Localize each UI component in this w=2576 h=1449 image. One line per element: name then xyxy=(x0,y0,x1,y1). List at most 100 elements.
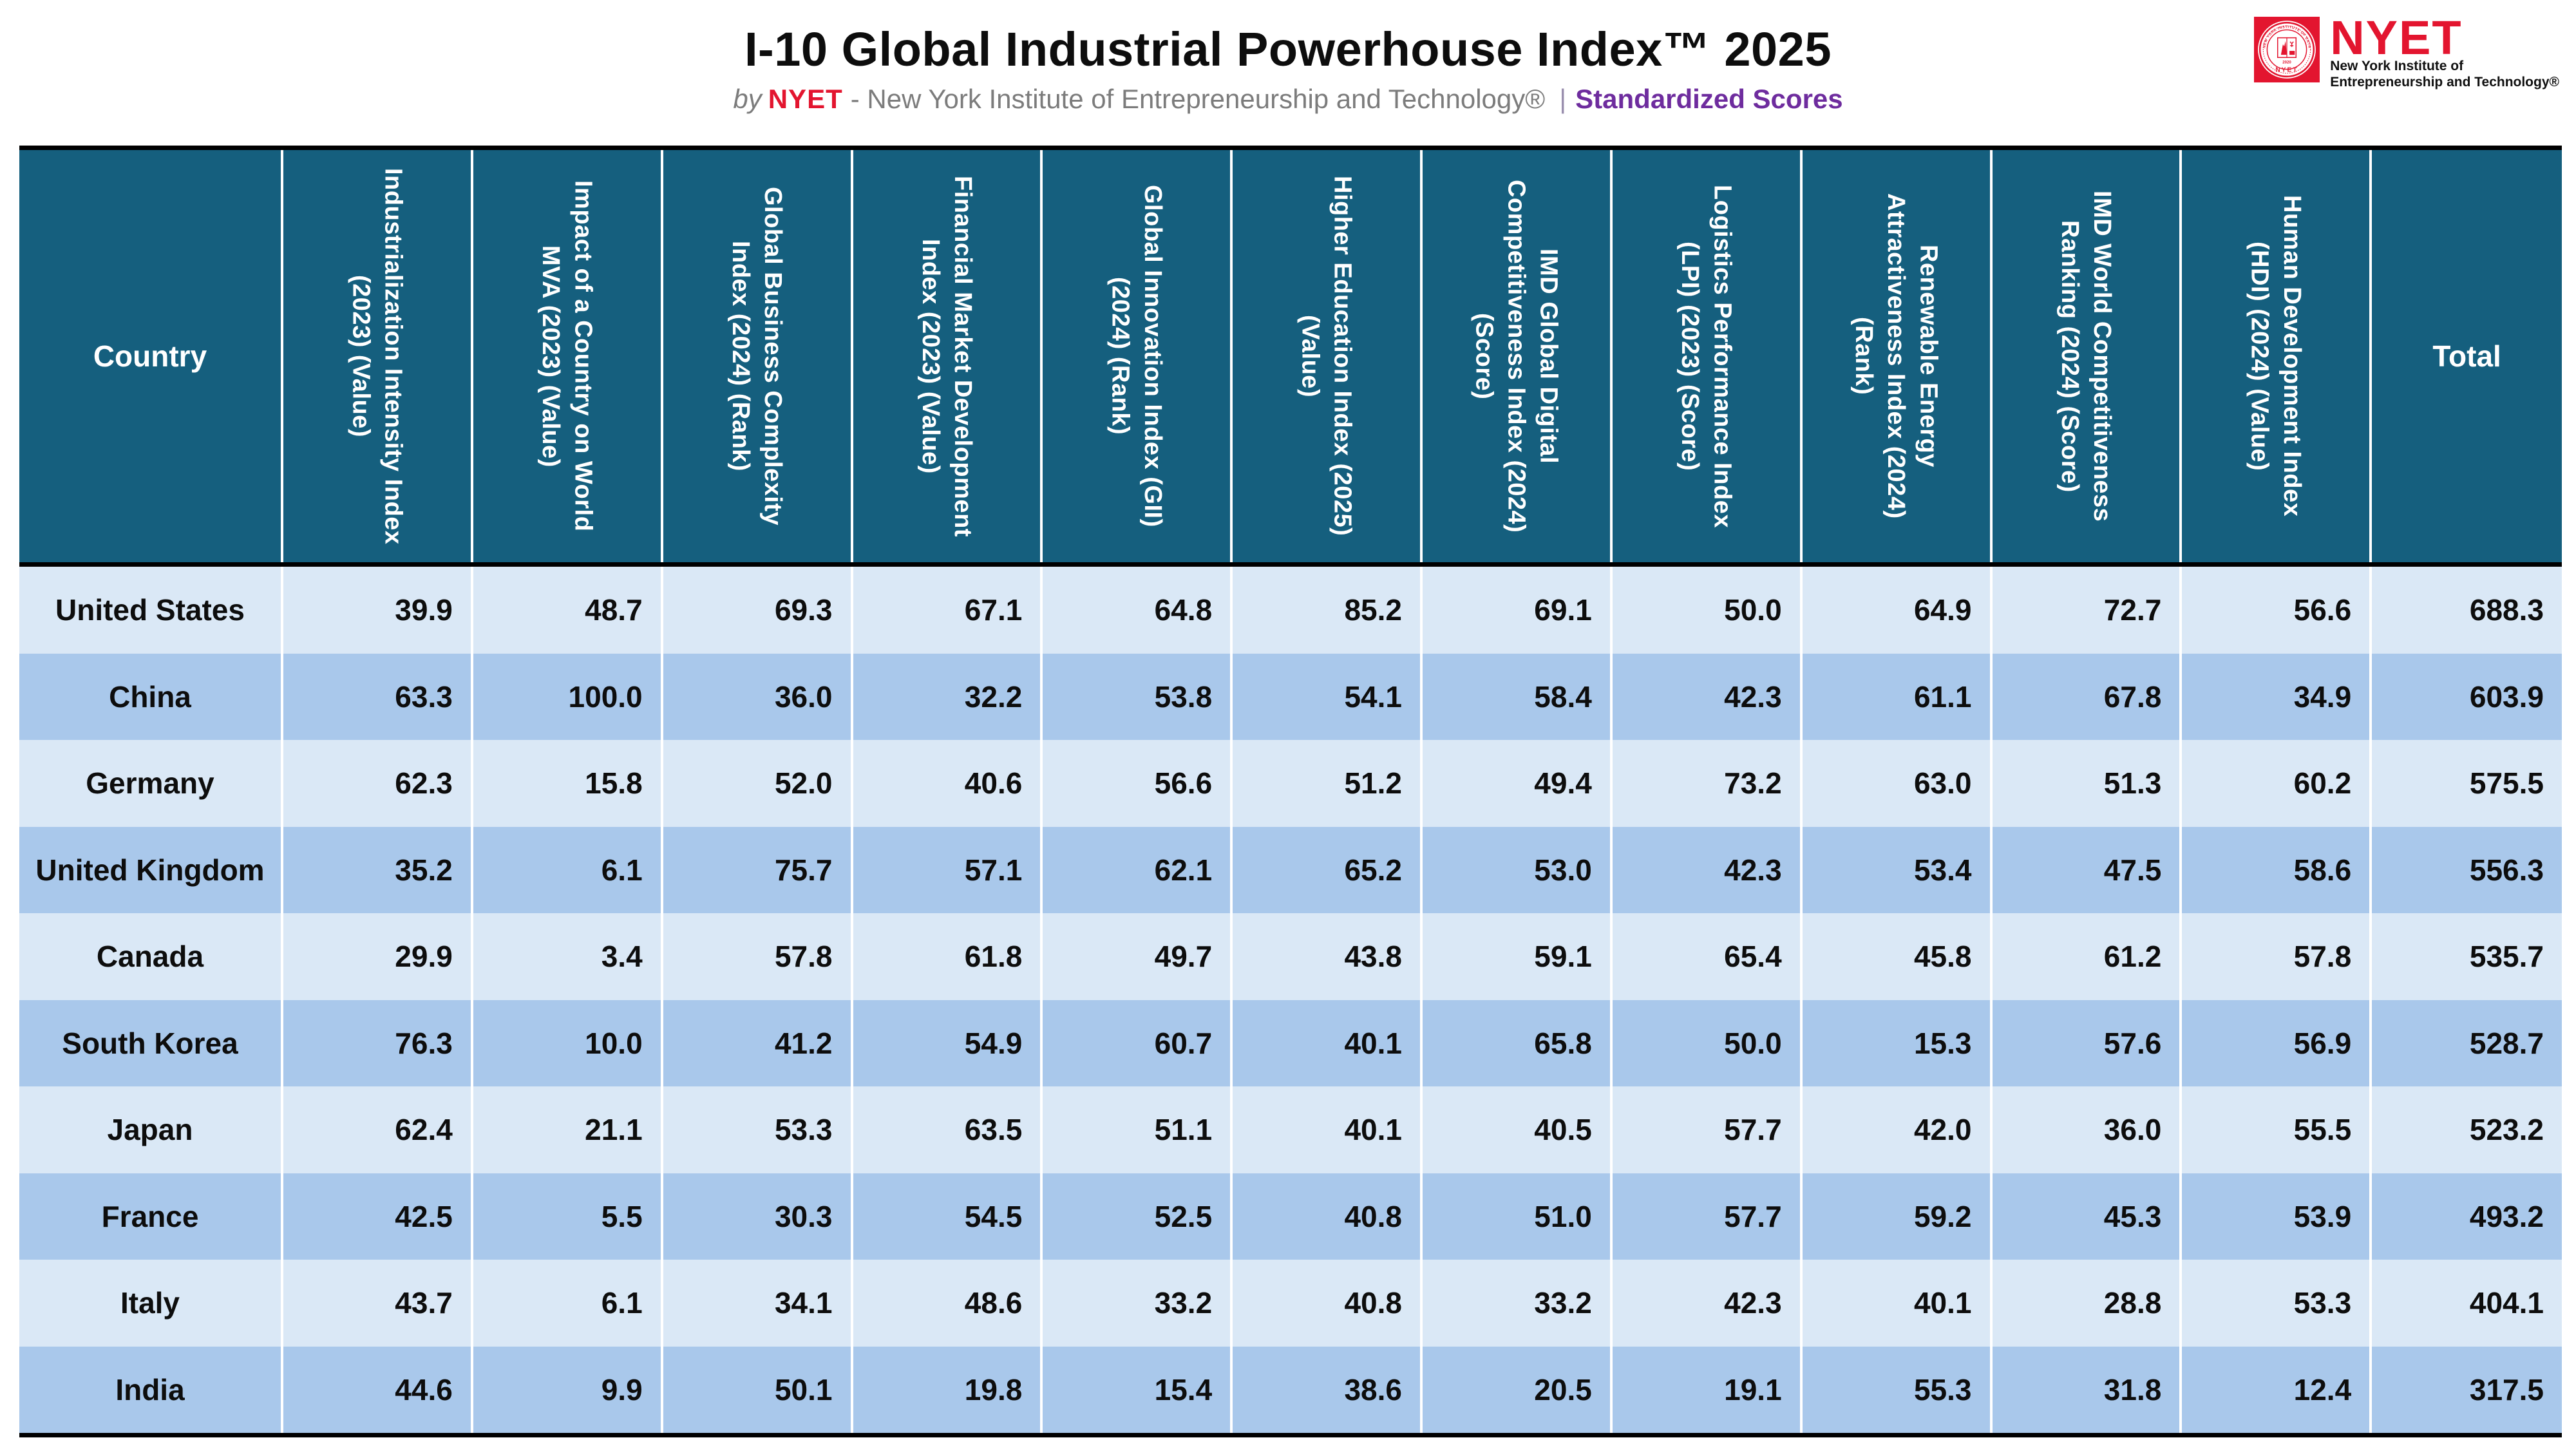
score-cell-hdi: 57.8 xyxy=(2182,913,2372,1000)
logo-brand: NYET xyxy=(2330,11,2463,64)
total-cell: 528.7 xyxy=(2372,999,2562,1086)
column-header-imd-digital-competitiveness: IMD Global Digital Competitiveness Index… xyxy=(1423,150,1613,562)
score-cell-imd-digital-competitiveness: 49.4 xyxy=(1423,740,1613,827)
score-cell-renewable-energy: 42.0 xyxy=(1802,1086,1993,1173)
score-cell-imd-world-competitiveness: 45.3 xyxy=(1992,1173,2183,1260)
score-cell-business-complexity: 41.2 xyxy=(663,999,853,1086)
score-cell-financial-market-development: 32.2 xyxy=(853,653,1043,740)
score-cell-industrialization-intensity: 35.2 xyxy=(283,826,473,913)
column-header-renewable-energy: Renewable Energy Attractiveness Index (2… xyxy=(1802,150,1993,562)
svg-text:NYET: NYET xyxy=(2276,67,2298,74)
score-cell-hdi: 53.9 xyxy=(2182,1173,2372,1260)
score-cell-logistics-performance: 57.7 xyxy=(1612,1173,1803,1260)
nyet-seal-icon: NEW YORK INSTITUTE OF ENTREPRENEURSHIP A… xyxy=(2254,17,2320,82)
score-cell-logistics-performance: 57.7 xyxy=(1612,1086,1803,1173)
score-cell-industrialization-intensity: 44.6 xyxy=(283,1346,473,1433)
score-cell-logistics-performance: 50.0 xyxy=(1612,567,1803,654)
score-cell-business-complexity: 52.0 xyxy=(663,740,853,827)
score-cell-hdi: 55.5 xyxy=(2182,1086,2372,1173)
score-cell-world-mva-impact: 6.1 xyxy=(473,1260,663,1347)
score-cell-higher-education: 43.8 xyxy=(1233,913,1423,1000)
score-cell-world-mva-impact: 15.8 xyxy=(473,740,663,827)
column-header-label: Higher Education Index (2025) (Value) xyxy=(1296,176,1356,536)
country-cell: China xyxy=(19,653,283,740)
score-cell-world-mva-impact: 6.1 xyxy=(473,826,663,913)
score-cell-world-mva-impact: 9.9 xyxy=(473,1346,663,1433)
page-title: I-10 Global Industrial Powerhouse Index™… xyxy=(744,23,1832,76)
score-cell-industrialization-intensity: 62.3 xyxy=(283,740,473,827)
score-cell-higher-education: 38.6 xyxy=(1233,1346,1423,1433)
country-cell: United States xyxy=(19,567,283,654)
score-cell-global-innovation: 56.6 xyxy=(1043,740,1233,827)
score-cell-imd-digital-competitiveness: 53.0 xyxy=(1423,826,1613,913)
logo-text: NYET New York Institute of Entrepreneurs… xyxy=(2330,11,2559,91)
score-cell-industrialization-intensity: 62.4 xyxy=(283,1086,473,1173)
score-cell-imd-world-competitiveness: 36.0 xyxy=(1992,1086,2183,1173)
score-cell-business-complexity: 50.1 xyxy=(663,1346,853,1433)
score-cell-renewable-energy: 55.3 xyxy=(1802,1346,1993,1433)
score-cell-world-mva-impact: 100.0 xyxy=(473,653,663,740)
score-cell-renewable-energy: 15.3 xyxy=(1802,999,1993,1086)
score-cell-hdi: 53.3 xyxy=(2182,1260,2372,1347)
table-row-united-kingdom: United Kingdom 35.2 6.1 75.7 57.1 62.1 65.2 53.… xyxy=(19,826,2562,913)
score-cell-business-complexity: 34.1 xyxy=(663,1260,853,1347)
score-cell-logistics-performance: 42.3 xyxy=(1612,826,1803,913)
total-cell: 404.1 xyxy=(2372,1260,2562,1347)
score-cell-financial-market-development: 63.5 xyxy=(853,1086,1043,1173)
score-cell-industrialization-intensity: 76.3 xyxy=(283,999,473,1086)
subtitle-divider: | xyxy=(1559,84,1567,114)
column-header-global-innovation: Global Innovation Index (GII) (2024) (Ra… xyxy=(1043,150,1233,562)
score-cell-global-innovation: 15.4 xyxy=(1043,1346,1233,1433)
country-cell: Italy xyxy=(19,1260,283,1347)
score-cell-world-mva-impact: 21.1 xyxy=(473,1086,663,1173)
score-cell-financial-market-development: 67.1 xyxy=(853,567,1043,654)
score-cell-world-mva-impact: 48.7 xyxy=(473,567,663,654)
score-cell-renewable-energy: 40.1 xyxy=(1802,1260,1993,1347)
logo-line-1: New York Institute of xyxy=(2330,59,2464,74)
country-cell: France xyxy=(19,1173,283,1260)
column-header-country: Country xyxy=(19,150,283,562)
score-cell-imd-digital-competitiveness: 40.5 xyxy=(1423,1086,1613,1173)
score-cell-global-innovation: 60.7 xyxy=(1043,999,1233,1086)
score-cell-hdi: 56.6 xyxy=(2182,567,2372,654)
score-cell-higher-education: 85.2 xyxy=(1233,567,1423,654)
score-cell-renewable-energy: 45.8 xyxy=(1802,913,1993,1000)
scores-table: Country Industrialization Intensity Index… xyxy=(19,146,2562,1437)
score-cell-logistics-performance: 42.3 xyxy=(1612,1260,1803,1347)
total-cell: 688.3 xyxy=(2372,567,2562,654)
column-header-world-mva-impact: Impact of a Country on World MVA (2023) … xyxy=(473,150,663,562)
score-cell-imd-digital-competitiveness: 65.8 xyxy=(1423,999,1613,1086)
score-cell-imd-world-competitiveness: 57.6 xyxy=(1992,999,2183,1086)
score-cell-imd-world-competitiveness: 72.7 xyxy=(1992,567,2183,654)
column-header-label: Human Development Index (HDI) (2024) (Va… xyxy=(2246,195,2306,517)
score-cell-higher-education: 65.2 xyxy=(1233,826,1423,913)
table-row-china: China 63.3 100.0 36.0 32.2 53.8 54.1 58.4 42.3 61… xyxy=(19,653,2562,740)
nyet-logo: NEW YORK INSTITUTE OF ENTREPRENEURSHIP A… xyxy=(2254,11,2559,91)
column-header-imd-world-competitiveness: IMD World Competitiveness Ranking (2024)… xyxy=(1992,150,2183,562)
score-cell-financial-market-development: 19.8 xyxy=(853,1346,1043,1433)
score-cell-hdi: 34.9 xyxy=(2182,653,2372,740)
score-cell-global-innovation: 49.7 xyxy=(1043,913,1233,1000)
column-header-hdi: Human Development Index (HDI) (2024) (Va… xyxy=(2182,150,2372,562)
table-row-france: France 42.5 5.5 30.3 54.5 52.5 40.8 51.0 57.7 59.… xyxy=(19,1173,2562,1260)
score-cell-world-mva-impact: 5.5 xyxy=(473,1173,663,1260)
country-cell: Japan xyxy=(19,1086,283,1173)
score-cell-higher-education: 40.8 xyxy=(1233,1173,1423,1260)
score-cell-imd-world-competitiveness: 61.2 xyxy=(1992,913,2183,1000)
score-cell-hdi: 58.6 xyxy=(2182,826,2372,913)
country-cell: India xyxy=(19,1346,283,1433)
score-cell-financial-market-development: 48.6 xyxy=(853,1260,1043,1347)
score-cell-industrialization-intensity: 42.5 xyxy=(283,1173,473,1260)
total-cell: 603.9 xyxy=(2372,653,2562,740)
score-cell-world-mva-impact: 3.4 xyxy=(473,913,663,1000)
column-header-label: Renewable Energy Attractiveness Index (2… xyxy=(1850,193,1942,519)
score-cell-higher-education: 40.1 xyxy=(1233,1086,1423,1173)
table-row-italy: Italy 43.7 6.1 34.1 48.6 33.2 40.8 33.2 42.3 40.1… xyxy=(19,1260,2562,1347)
table-row-united-states: United States 39.9 48.7 69.3 67.1 64.8 85.2 69.… xyxy=(19,567,2562,654)
score-cell-financial-market-development: 54.9 xyxy=(853,999,1043,1086)
score-cell-hdi: 12.4 xyxy=(2182,1346,2372,1433)
score-cell-logistics-performance: 73.2 xyxy=(1612,740,1803,827)
score-cell-higher-education: 40.8 xyxy=(1233,1260,1423,1347)
column-header-label: IMD World Competitiveness Ranking (2024)… xyxy=(2056,190,2116,522)
score-cell-financial-market-development: 40.6 xyxy=(853,740,1043,827)
